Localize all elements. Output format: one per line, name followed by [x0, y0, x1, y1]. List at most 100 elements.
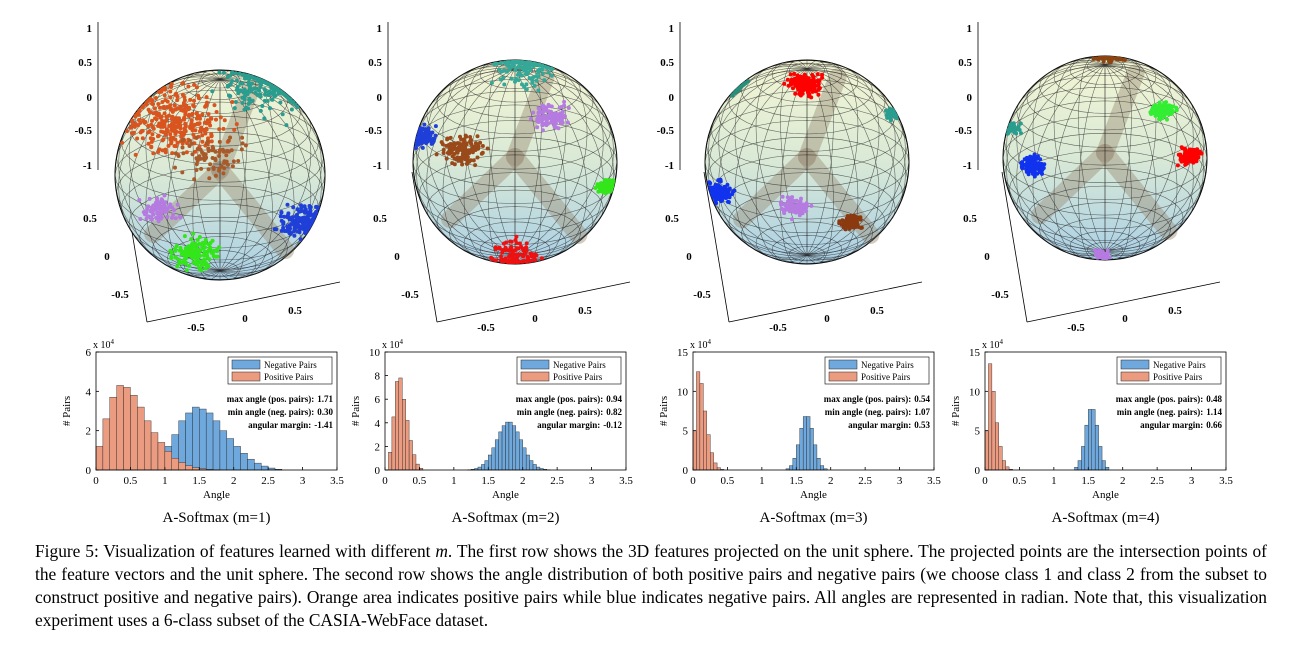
feature-point	[194, 246, 199, 251]
feature-point	[732, 188, 737, 193]
feature-point	[853, 218, 858, 223]
feature-point	[157, 105, 162, 110]
feature-point	[219, 164, 224, 169]
sphere-grid	[192, 78, 221, 280]
feature-point	[501, 241, 506, 246]
feature-point	[298, 237, 303, 242]
feature-point	[225, 84, 230, 89]
feature-point	[1092, 248, 1097, 253]
feature-point	[544, 109, 549, 113]
feature-point	[448, 142, 453, 146]
feature-point	[192, 249, 197, 253]
feature-point	[847, 226, 852, 231]
axis-line	[436, 281, 631, 323]
y-tick-label: 4	[375, 418, 381, 430]
feature-point	[225, 148, 230, 153]
feature-point	[184, 150, 189, 155]
x-tick-label: -0.5	[477, 322, 495, 334]
histogram-bar	[157, 442, 166, 471]
sphere-grid	[514, 68, 588, 260]
feature-point	[168, 84, 173, 89]
feature-point	[183, 246, 188, 251]
feature-point	[230, 79, 235, 83]
feature-point	[846, 219, 851, 224]
x-tick-label: -0.5	[187, 322, 205, 334]
histogram-bar	[254, 462, 262, 471]
feature-point	[258, 108, 263, 113]
y-multiplier: x 104	[93, 338, 115, 351]
x-tick-label: 3	[897, 475, 903, 487]
feature-point	[174, 144, 178, 149]
feature-point	[505, 69, 509, 74]
feature-point	[793, 91, 798, 96]
feature-point	[267, 92, 272, 97]
feature-point	[175, 140, 180, 145]
histogram-bar	[710, 452, 714, 471]
feature-point	[201, 156, 206, 161]
feature-point	[455, 155, 460, 160]
feature-point	[240, 141, 245, 146]
feature-point	[519, 259, 524, 264]
feature-point	[785, 77, 790, 82]
feature-point	[247, 86, 252, 91]
x-tick-label: 3	[589, 475, 595, 487]
feature-point	[513, 67, 518, 72]
feature-point	[717, 178, 722, 183]
feature-point	[195, 237, 200, 242]
feature-point	[268, 106, 272, 111]
x-tick-label: 1.5	[481, 475, 495, 487]
feature-point	[195, 253, 200, 258]
feature-point	[534, 253, 539, 258]
feature-point	[816, 92, 821, 97]
feature-point	[279, 90, 284, 95]
histogram-bar	[143, 420, 152, 471]
feature-point	[204, 95, 209, 100]
feature-point	[214, 117, 218, 122]
feature-point	[528, 68, 533, 72]
feature-point	[503, 248, 508, 253]
feature-point	[514, 234, 519, 239]
axis-line	[728, 281, 923, 323]
feature-point	[800, 211, 805, 216]
feature-point	[716, 183, 721, 188]
feature-point	[459, 137, 464, 142]
feature-point	[531, 75, 536, 80]
feature-point	[498, 61, 503, 65]
y-tick-label: 5	[975, 426, 981, 438]
sphere-shade	[144, 161, 229, 243]
histogram-bar	[1074, 467, 1079, 471]
feature-point	[1159, 112, 1164, 117]
feature-point	[433, 133, 438, 138]
feature-point	[289, 107, 294, 112]
sphere-grid	[1104, 64, 1178, 256]
feature-point	[1103, 256, 1108, 260]
feature-point	[206, 112, 211, 117]
feature-point	[159, 197, 164, 202]
feature-point	[167, 124, 172, 128]
y-tick-label: 6	[86, 347, 92, 359]
sphere-grid	[219, 78, 248, 280]
feature-point	[212, 103, 217, 108]
feature-point	[510, 63, 515, 68]
feature-point	[169, 256, 174, 261]
chart-title: A-Softmax (m=2)	[451, 510, 559, 526]
histogram-bar	[226, 438, 234, 471]
feature-point	[286, 228, 291, 232]
sphere-grid	[416, 68, 516, 257]
feature-point	[189, 118, 194, 123]
sphere-shade	[733, 148, 816, 229]
y-tick-label: 10	[969, 386, 981, 398]
feature-point	[490, 257, 495, 262]
sphere-grid	[1002, 64, 1106, 252]
feature-point	[536, 88, 541, 93]
feature-point	[193, 128, 198, 133]
sphere-grid	[806, 68, 906, 257]
feature-point	[173, 137, 178, 142]
feature-point	[1179, 145, 1184, 150]
z-tick-label: -0.5	[955, 125, 973, 137]
histogram-bar	[1005, 466, 1010, 471]
feature-point	[790, 81, 795, 86]
feature-point	[273, 86, 278, 91]
feature-point	[168, 89, 173, 94]
feature-point	[790, 217, 794, 222]
